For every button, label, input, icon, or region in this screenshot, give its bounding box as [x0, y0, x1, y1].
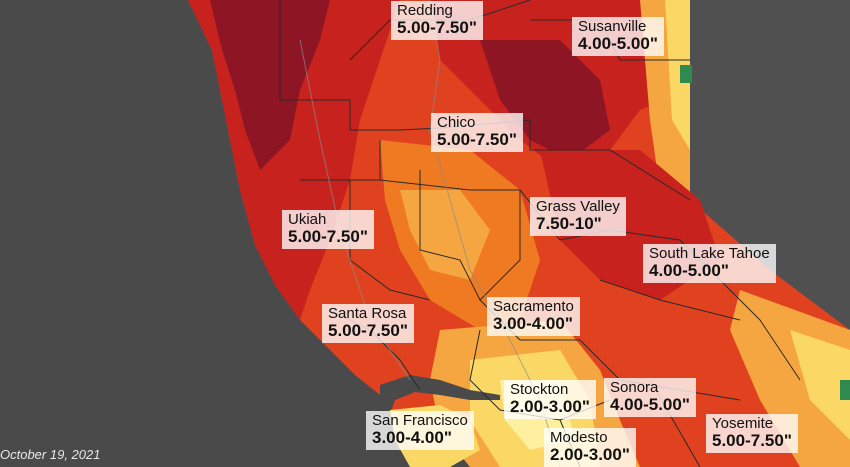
- rainfall-range: 4.00-5.00": [578, 33, 658, 53]
- label-sacramento: Sacramento 3.00-4.00": [487, 297, 580, 336]
- east-pale-band: [665, 0, 690, 150]
- rainfall-range: 2.00-3.00": [510, 396, 590, 416]
- map-date: October 19, 2021: [0, 447, 101, 462]
- city-name: Susanville: [578, 18, 647, 35]
- rainfall-range: 5.00-7.50": [328, 320, 408, 340]
- label-susanville: Susanville 4.00-5.00": [572, 17, 664, 56]
- label-ukiah: Ukiah 5.00-7.50": [282, 210, 374, 249]
- bay-water: [380, 375, 500, 420]
- label-south-lake-tahoe: South Lake Tahoe 4.00-5.00": [643, 244, 776, 283]
- city-name: Sacramento: [493, 298, 574, 315]
- rainfall-range: 4.00-5.00": [649, 260, 729, 280]
- label-yosemite: Yosemite 5.00-7.50": [706, 414, 798, 453]
- rainfall-range: 5.00-7.50": [397, 17, 477, 37]
- rainfall-range: 3.00-4.00": [493, 313, 573, 333]
- city-name: Yosemite: [712, 415, 774, 432]
- south-sierra-yellow: [730, 290, 850, 467]
- city-name: Modesto: [550, 429, 608, 446]
- label-redding: Redding 5.00-7.50": [391, 1, 483, 40]
- green-patch-north: [680, 65, 692, 83]
- label-sonora: Sonora 4.00-5.00": [604, 378, 696, 417]
- city-name: Grass Valley: [536, 198, 620, 215]
- rainfall-range: 5.00-7.50": [288, 226, 368, 246]
- city-name: San Francisco: [372, 412, 468, 429]
- rainfall-range: 2.00-3.00": [550, 444, 630, 464]
- green-patch-south: [840, 380, 850, 400]
- city-name: Ukiah: [288, 211, 327, 228]
- lassen-deep-red: [480, 40, 610, 160]
- label-santa-rosa: Santa Rosa 5.00-7.50": [322, 304, 414, 343]
- city-name: Sonora: [610, 379, 659, 396]
- label-san-francisco: San Francisco 3.00-4.00": [366, 411, 474, 450]
- city-name: Chico: [437, 114, 476, 131]
- city-name: South Lake Tahoe: [649, 245, 770, 262]
- rainfall-range: 4.00-5.00": [610, 394, 690, 414]
- rainfall-range: 3.00-4.00": [372, 427, 452, 447]
- label-chico: Chico 5.00-7.50": [431, 113, 523, 152]
- city-name: Santa Rosa: [328, 305, 407, 322]
- label-grass-valley: Grass Valley 7.50-10": [530, 197, 626, 236]
- rainfall-range: 5.00-7.50": [712, 430, 792, 450]
- label-stockton: Stockton 2.00-3.00": [504, 380, 596, 419]
- rainfall-range: 5.00-7.50": [437, 129, 517, 149]
- label-modesto: Modesto 2.00-3.00": [544, 428, 636, 467]
- valley-light-orange: [400, 190, 490, 280]
- nevada-area: [690, 0, 850, 330]
- rainfall-range: 7.50-10": [536, 213, 602, 233]
- city-name: Stockton: [510, 381, 569, 398]
- south-sierra-pale: [790, 330, 850, 440]
- city-name: Redding: [397, 2, 453, 19]
